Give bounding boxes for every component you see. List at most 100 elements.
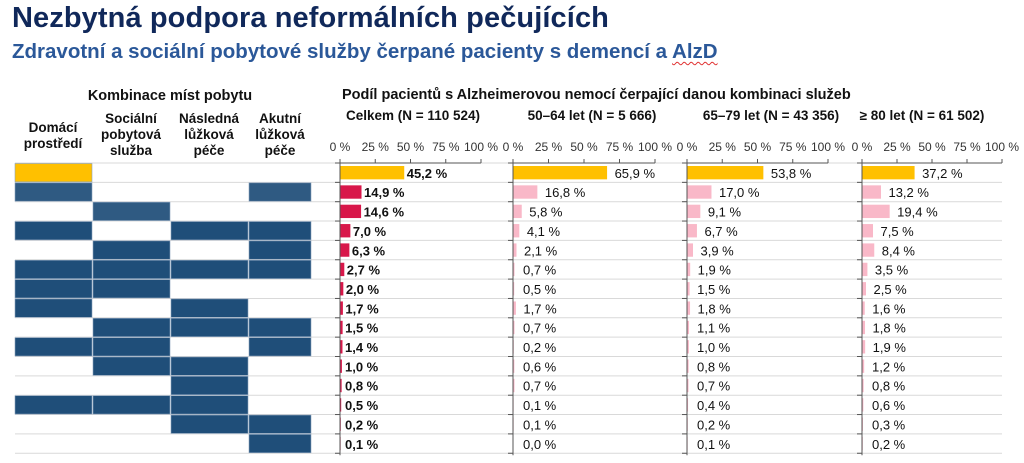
x-tick-label: 100 % <box>638 140 672 154</box>
data-label: 0,2 % <box>872 437 906 452</box>
column-header-line: Sociální <box>105 111 157 126</box>
bar <box>340 224 351 238</box>
bar <box>687 282 690 296</box>
combination-column-header: Sociální pobytová služba <box>86 111 176 159</box>
bar <box>687 224 697 238</box>
combination-cell <box>170 298 249 318</box>
x-tick-label: 100 % <box>811 140 845 154</box>
bar <box>340 340 343 354</box>
slide-subtitle: Zdravotní a sociální pobytové služby čer… <box>12 40 718 64</box>
bar <box>687 166 764 180</box>
data-label: 0,2 % <box>345 417 379 432</box>
bar <box>513 185 538 199</box>
bar <box>862 320 866 335</box>
data-label: 2,5 % <box>874 282 908 297</box>
combination-cell <box>170 414 249 434</box>
data-label: 37,2 % <box>922 166 963 181</box>
combination-cell <box>248 221 312 241</box>
combination-cell <box>14 221 93 241</box>
data-label: 0,7 % <box>697 379 731 394</box>
data-label: 0,1 % <box>697 437 731 452</box>
data-label: 0,2 % <box>697 417 731 432</box>
combination-title: Kombinace míst pobytu <box>87 88 253 104</box>
panel-title: Celkem (N = 110 524) <box>346 108 480 123</box>
data-label: 3,9 % <box>700 243 734 258</box>
data-label: 1,1 % <box>697 321 731 336</box>
bar <box>687 378 689 393</box>
combination-column-header: Domácí prostředí <box>8 120 98 152</box>
data-label: 2,0 % <box>346 282 380 297</box>
x-tick-label: 25 % <box>883 140 911 154</box>
data-label: 8,4 % <box>882 243 916 258</box>
combination-cell <box>170 376 249 396</box>
combination-cell <box>170 259 249 279</box>
bar <box>687 262 691 277</box>
data-label: 2,1 % <box>524 243 558 258</box>
column-header-line: pobytová <box>100 127 161 142</box>
bar <box>340 301 343 315</box>
data-label: 16,8 % <box>545 185 586 200</box>
column-header-line: péče <box>264 143 296 158</box>
bar <box>513 166 608 180</box>
panel-title: 50–64 let (N = 5 666) <box>527 108 657 123</box>
data-label: 7,0 % <box>353 224 387 239</box>
data-label: 0,2 % <box>523 340 557 355</box>
combination-column-header: Následná lůžková péče <box>164 111 254 159</box>
subtitle-flagged-word: AlzD <box>672 40 718 63</box>
data-label: 2,7 % <box>347 263 381 278</box>
bar <box>340 378 342 393</box>
combination-cell <box>14 182 93 202</box>
data-label: 1,8 % <box>698 301 732 316</box>
combination-column-header: Akutní lůžková péče <box>235 111 325 159</box>
data-label: 13,2 % <box>888 185 929 200</box>
data-label: 0,5 % <box>345 398 379 413</box>
bar <box>340 320 343 335</box>
data-label: 7,5 % <box>881 224 915 239</box>
data-label: 0,7 % <box>523 321 557 336</box>
combination-cell <box>14 395 93 415</box>
x-tick-label: 25 % <box>709 140 737 154</box>
bar <box>340 282 344 296</box>
data-label: 1,5 % <box>697 282 731 297</box>
column-header-line: prostředí <box>23 136 83 151</box>
bar <box>513 301 516 315</box>
bar <box>340 204 362 219</box>
data-label: 53,8 % <box>771 166 812 181</box>
bar <box>687 243 693 257</box>
data-label: 0,1 % <box>523 398 557 413</box>
bar <box>340 262 345 277</box>
combination-cell <box>248 240 312 260</box>
x-tick-label: 75 % <box>953 140 981 154</box>
combination-cell <box>14 259 93 279</box>
bar <box>340 359 342 373</box>
bar <box>513 262 515 277</box>
combination-cell <box>248 317 312 337</box>
bar <box>862 378 864 393</box>
subtitle-text: Zdravotní a sociální pobytové služby čer… <box>12 40 673 63</box>
bar <box>513 204 522 219</box>
data-label: 1,6 % <box>872 301 906 316</box>
column-header-line: lůžková <box>255 127 305 142</box>
x-tick-label: 50 % <box>570 140 598 154</box>
x-tick-label: 100 % <box>464 140 498 154</box>
x-tick-label: 0 % <box>330 140 351 154</box>
data-label: 0,4 % <box>697 398 731 413</box>
bar <box>862 359 865 373</box>
x-tick-label: 25 % <box>362 140 390 154</box>
x-tick-label: 75 % <box>606 140 634 154</box>
data-label: 0,7 % <box>523 379 557 394</box>
combination-cell <box>92 240 171 260</box>
data-label: 0,3 % <box>872 417 906 432</box>
x-tick-label: 25 % <box>535 140 563 154</box>
bar <box>862 340 866 354</box>
combination-cell <box>170 395 249 415</box>
data-label: 6,7 % <box>704 224 738 239</box>
combination-cell <box>248 434 312 454</box>
combination-cell <box>14 337 93 357</box>
data-label: 0,8 % <box>872 379 906 394</box>
data-label: 1,0 % <box>345 359 379 374</box>
column-header-line: lůžková <box>184 127 234 142</box>
combination-cell <box>92 279 171 299</box>
bar <box>513 359 515 373</box>
